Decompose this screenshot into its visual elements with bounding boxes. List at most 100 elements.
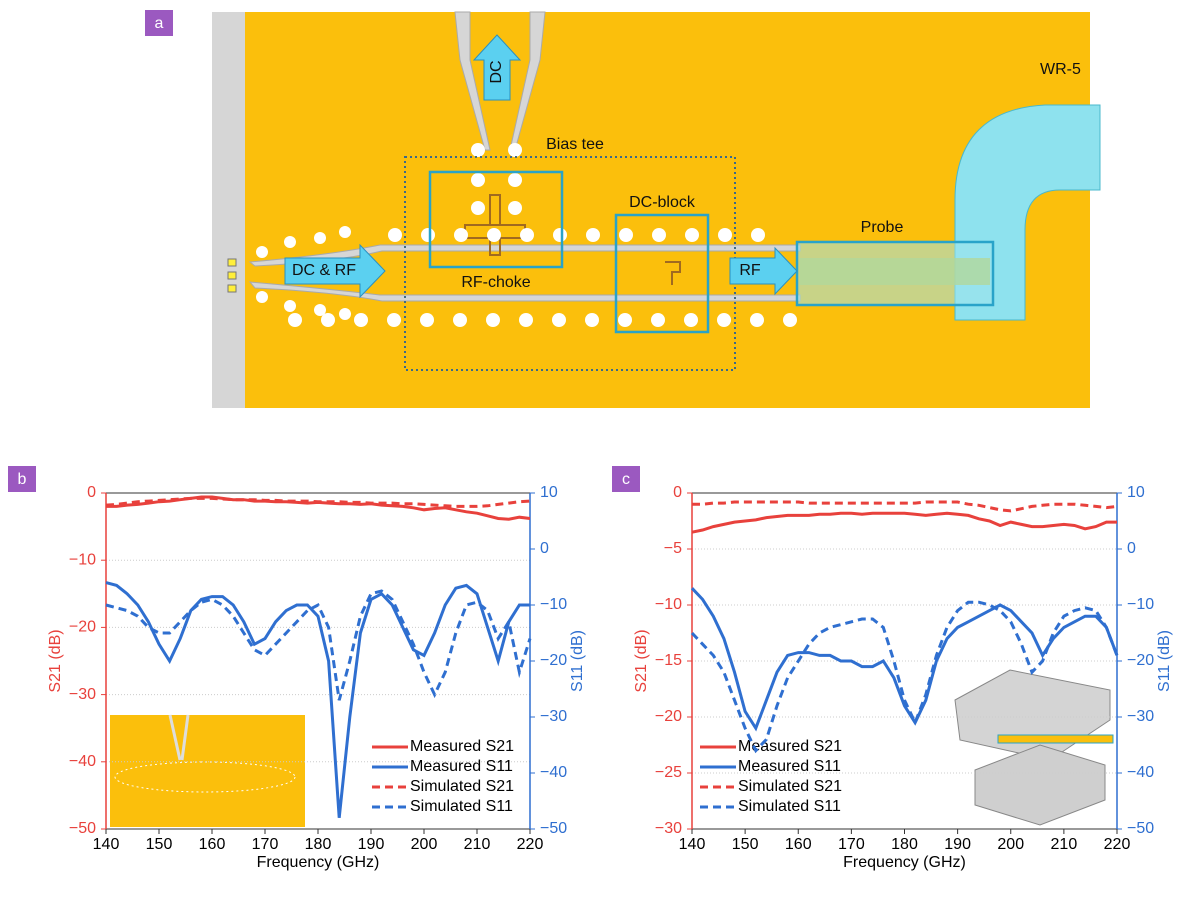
x-tick-label: 220 [1104,836,1131,853]
legend-label: Simulated S11 [410,798,513,815]
x-tick-label: 140 [679,836,706,853]
via [453,313,467,327]
y-tick-label: −40 [69,753,96,770]
inset-board [110,715,305,827]
via [508,143,522,157]
y-tick-label: −5 [664,540,682,557]
via [652,228,666,242]
x-axis-label: Frequency (GHz) [843,854,966,871]
legend-label: Measured S11 [410,758,513,775]
x-tick-label: 150 [732,836,759,853]
dc-label: DC [488,60,505,83]
via [553,228,567,242]
series-line [692,513,1117,532]
diagram: a DC Bias tee DC-block Probe WR-5 RF-cho… [145,10,1100,408]
via [354,313,368,327]
y2-tick-label: −10 [1127,596,1154,613]
via [284,236,296,248]
x-tick-label: 190 [944,836,971,853]
y-tick-label: −30 [69,686,96,703]
via [685,228,699,242]
x-tick-label: 170 [252,836,279,853]
waveguide-label: WR-5 [1040,61,1081,78]
via [314,304,326,316]
panel-label: b [18,471,27,488]
via [256,291,268,303]
legend-label: Measured S21 [410,738,514,755]
via [508,173,522,187]
via [585,313,599,327]
via [420,313,434,327]
inset-block [955,670,1110,760]
y-axis-label: S21 (dB) [633,629,650,692]
rf-choke-label: RF-choke [461,274,530,291]
x-tick-label: 190 [358,836,385,853]
via [783,313,797,327]
x-tick-label: 140 [93,836,120,853]
y2-tick-label: −30 [1127,708,1154,725]
y-tick-label: −10 [655,596,682,613]
y-tick-label: −20 [655,708,682,725]
via [552,313,566,327]
y-tick-label: −15 [655,652,682,669]
via [717,313,731,327]
y-tick-label: −20 [69,619,96,636]
pad [228,285,236,292]
x-tick-label: 180 [891,836,918,853]
y2-tick-label: −50 [540,820,567,837]
chart: c0−5−10−15−20−25−30100−10−20−30−40−50140… [612,466,1173,871]
legend-label: Simulated S21 [738,778,842,795]
x-tick-label: 150 [146,836,173,853]
x-tick-label: 220 [517,836,544,853]
pad [228,272,236,279]
y2-tick-label: −50 [1127,820,1154,837]
via [487,228,501,242]
y2-tick-label: −20 [540,652,567,669]
x-tick-label: 200 [997,836,1024,853]
rf-label: RF [739,262,761,279]
via [508,201,522,215]
panel-label: a [155,15,164,32]
y-tick-label: 0 [673,484,682,501]
y2-tick-label: 0 [540,540,549,557]
via [486,313,500,327]
x-tick-label: 160 [785,836,812,853]
dc-block-label: DC-block [629,194,696,211]
via [387,313,401,327]
y-tick-label: −25 [655,764,682,781]
via [651,313,665,327]
inset-probe [998,735,1113,743]
via [388,228,402,242]
y2-tick-label: −30 [540,708,567,725]
via [519,313,533,327]
via [618,313,632,327]
via [684,313,698,327]
legend-label: Measured S11 [738,758,841,775]
panel-label: c [622,471,630,488]
y-tick-label: −10 [69,551,96,568]
via [471,143,485,157]
x-tick-label: 210 [1051,836,1078,853]
via [751,228,765,242]
x-tick-label: 160 [199,836,226,853]
edge-strip [212,12,245,408]
via [339,226,351,238]
via [619,228,633,242]
y2-tick-label: 10 [540,484,558,501]
y-tick-label: 0 [87,484,96,501]
x-tick-label: 210 [464,836,491,853]
y2-tick-label: −10 [540,596,567,613]
inset-c [955,670,1113,825]
x-tick-label: 180 [305,836,332,853]
legend-label: Simulated S21 [410,778,514,795]
y2-tick-label: 10 [1127,484,1145,501]
series-line [692,502,1117,511]
legend-label: Simulated S11 [738,798,841,815]
x-tick-label: 200 [411,836,438,853]
dc-rf-label: DC & RF [292,262,356,279]
x-tick-label: 170 [838,836,865,853]
via [718,228,732,242]
pad [228,259,236,266]
y-tick-label: −30 [655,820,682,837]
via [256,246,268,258]
